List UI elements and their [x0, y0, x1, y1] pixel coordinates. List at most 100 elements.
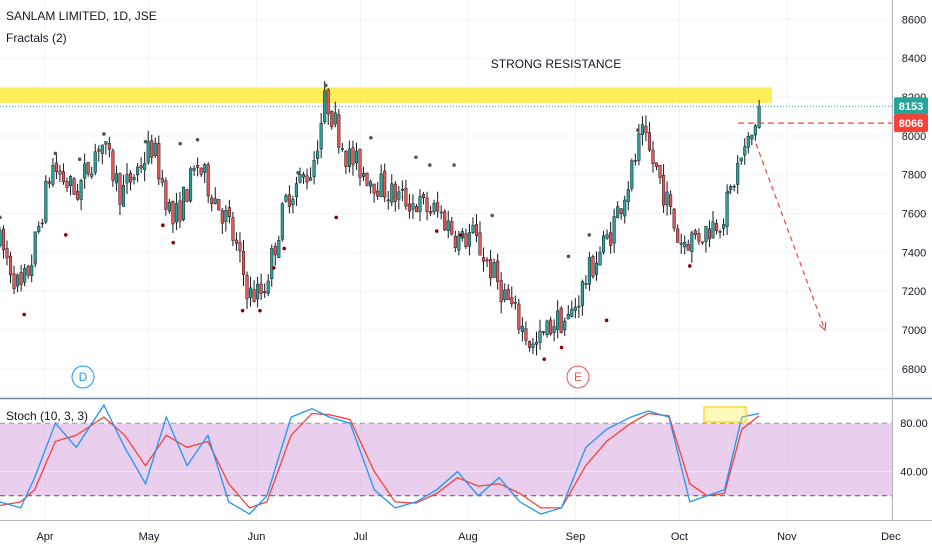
- candle-body: [400, 189, 404, 191]
- candle-body: [665, 191, 669, 206]
- candle-body: [587, 257, 591, 285]
- indicator-title: Fractals (2): [6, 31, 67, 45]
- candle-body: [270, 248, 274, 279]
- candle-body: [100, 144, 104, 154]
- candle-body: [478, 232, 482, 256]
- candle-body: [739, 157, 743, 162]
- candle-body: [44, 180, 48, 223]
- fractal-up-marker: [0, 215, 2, 220]
- candle-body: [241, 250, 246, 275]
- candle-body: [757, 105, 761, 128]
- candle-body: [577, 305, 581, 308]
- candle-body: [33, 231, 37, 265]
- candle-body: [662, 174, 666, 206]
- candle-body: [517, 303, 521, 330]
- marker-d[interactable]: D: [71, 365, 95, 389]
- candle-body: [467, 232, 471, 247]
- candle-body: [450, 221, 454, 235]
- candle-body: [51, 164, 55, 185]
- candle-body: [298, 174, 302, 183]
- candle-body: [238, 241, 242, 252]
- candle-body: [294, 183, 299, 198]
- candle-body: [616, 206, 620, 219]
- candle-body: [305, 175, 309, 183]
- candle-body: [598, 252, 602, 266]
- candle-body: [644, 125, 648, 134]
- price-axis[interactable]: 8600840082008000780076007400720070006800: [902, 14, 926, 375]
- candle-body: [612, 216, 616, 244]
- candle-body: [213, 198, 217, 204]
- marker-d-label: D: [79, 370, 88, 384]
- candle-body: [178, 200, 182, 222]
- candle-body: [707, 228, 712, 240]
- candle-body: [252, 289, 256, 302]
- fractal-down-marker: [434, 229, 439, 233]
- marker-e[interactable]: E: [566, 365, 590, 389]
- fractals: [0, 83, 730, 361]
- candle-body: [750, 134, 754, 140]
- candle-body: [160, 178, 164, 183]
- candle-body: [690, 232, 694, 252]
- candle-body: [136, 166, 140, 176]
- candle-body: [330, 111, 334, 127]
- candle-body: [143, 162, 147, 171]
- candle-body: [704, 226, 708, 242]
- fractal-up-marker: [726, 190, 730, 195]
- candle-body: [580, 281, 584, 306]
- time-axis-tick-label: Dec: [881, 531, 901, 543]
- candle-body: [114, 173, 118, 184]
- fractal-up-marker: [452, 163, 456, 167]
- candle-body: [623, 199, 627, 217]
- candle-body: [224, 209, 228, 222]
- candle-body: [47, 181, 51, 184]
- candle-body: [549, 319, 553, 335]
- candle-body: [171, 201, 175, 225]
- candle-body: [210, 197, 214, 205]
- candle-body: [287, 194, 291, 207]
- candle-body: [319, 123, 323, 150]
- candle-body: [263, 291, 267, 294]
- candle-body: [220, 210, 224, 224]
- candle-body: [556, 310, 560, 330]
- price-pane[interactable]: [0, 0, 892, 398]
- candle-body: [594, 262, 599, 275]
- candle-body: [185, 189, 189, 202]
- candle-body: [534, 341, 539, 345]
- candle-body: [647, 132, 652, 151]
- stoch-band-fill: [0, 423, 892, 496]
- candle-body: [743, 146, 747, 156]
- fractal-up-marker: [490, 213, 495, 218]
- fractal-down-marker: [64, 233, 68, 237]
- candle-body: [489, 259, 493, 279]
- stoch-axis[interactable]: 80.00 40.00: [900, 418, 928, 478]
- candle-body: [30, 265, 34, 276]
- fractal-down-marker: [559, 345, 564, 350]
- candle-body: [383, 170, 387, 198]
- candle-body: [672, 208, 676, 229]
- fractal-up-marker: [369, 136, 373, 140]
- candle-body: [280, 203, 284, 240]
- candle-body: [125, 174, 129, 184]
- fractal-down-marker: [240, 308, 245, 313]
- candle-body: [174, 203, 178, 223]
- candle-body: [54, 162, 58, 172]
- candle-body: [379, 173, 383, 198]
- candle-body: [93, 151, 97, 173]
- candle-body: [439, 211, 443, 214]
- stoch-k-line: [0, 403, 760, 515]
- price-tag-level-text: 8066: [899, 118, 923, 130]
- candle-body: [683, 241, 687, 248]
- candle-body: [5, 248, 9, 259]
- candle-body: [669, 194, 673, 207]
- candle-body: [37, 225, 41, 232]
- candle-body: [538, 330, 542, 343]
- candle-body: [697, 233, 701, 242]
- candle-body: [404, 187, 408, 207]
- time-axis[interactable]: Apr May Jun Jul Aug Sep Oct Nov Dec: [36, 531, 901, 543]
- fractal-down-marker: [334, 215, 339, 220]
- candle-body: [376, 190, 380, 197]
- candle-body: [340, 148, 344, 150]
- candle-body: [1, 228, 6, 251]
- candle-body: [79, 180, 83, 200]
